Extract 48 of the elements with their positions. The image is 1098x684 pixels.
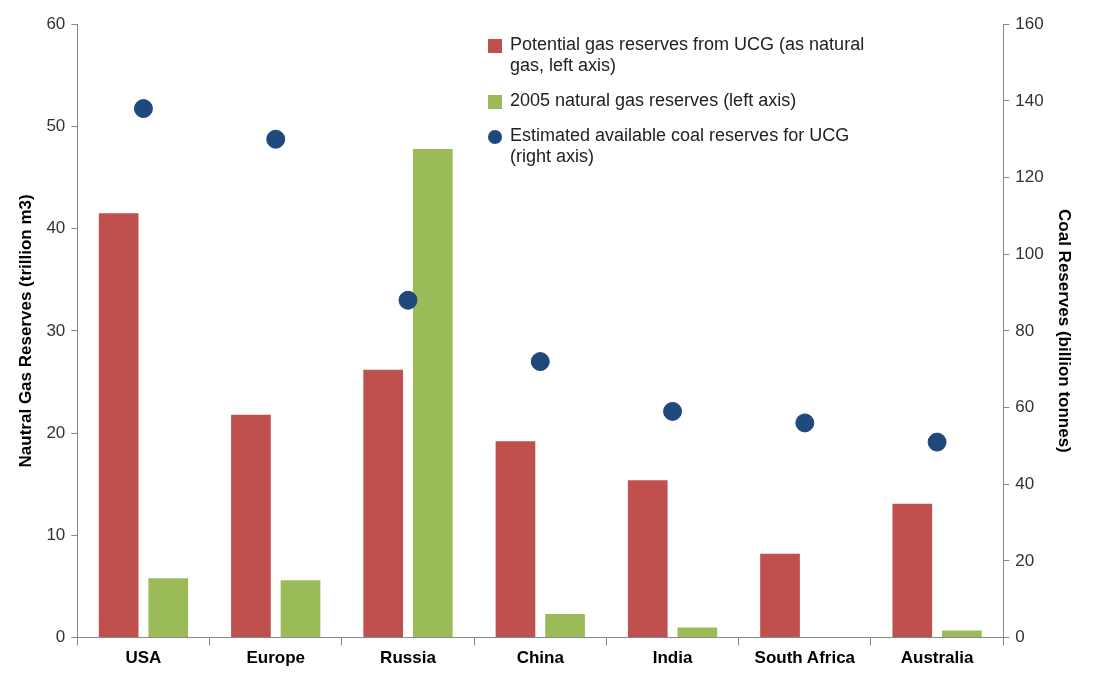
y-tick-label: 40 [46, 218, 66, 238]
y2-tick-label: 140 [1015, 90, 1044, 110]
point [795, 413, 815, 433]
x-tick-label: Europe [246, 648, 305, 668]
y2-tick-label: 60 [1015, 397, 1035, 417]
point [927, 432, 947, 452]
y-tick-label: 0 [55, 627, 66, 647]
legend-label: Estimated available coal reserves for UCG (right axis) [510, 125, 851, 167]
y2-tick-label: 160 [1015, 13, 1044, 33]
bar [148, 578, 189, 638]
point [530, 352, 550, 372]
legend-label: Potential gas reserves from UCG (as natural gas, left axis) [510, 34, 866, 76]
y-tick-label: 20 [46, 422, 66, 442]
y2-axis-title: Coal Reserves (billion tonnes) [1055, 209, 1075, 453]
bar [892, 503, 933, 638]
x-tick-label: India [652, 648, 693, 668]
y-tick-label: 30 [46, 320, 66, 340]
bar [545, 614, 585, 638]
y2-tick-label: 120 [1015, 167, 1044, 187]
bar [942, 630, 982, 638]
point [398, 290, 418, 310]
bar [677, 627, 718, 638]
y-tick-label: 60 [46, 13, 66, 33]
bar [412, 148, 453, 638]
point [663, 401, 683, 421]
x-tick-label: South Africa [754, 648, 856, 668]
bar [280, 580, 321, 638]
bar [760, 553, 800, 638]
bar [495, 441, 536, 638]
legend-label: 2005 natural gas reserves (left axis) [510, 90, 797, 111]
y2-tick-label: 0 [1015, 627, 1025, 647]
y2-tick-label: 100 [1015, 243, 1044, 263]
bar [363, 369, 404, 638]
y2-tick-label: 80 [1015, 320, 1035, 340]
y2-tick-label: 40 [1015, 473, 1035, 493]
x-tick-label: USA [125, 648, 162, 668]
y-tick-label: 10 [46, 525, 66, 545]
y-axis-title: Nautral Gas Reserves (trillion m3) [15, 194, 35, 468]
bar [627, 480, 668, 638]
x-tick-label: China [516, 648, 565, 668]
x-tick-label: Australia [900, 648, 975, 668]
y-tick-label: 50 [46, 116, 66, 136]
bar [98, 213, 139, 638]
x-tick-label: Russia [380, 648, 437, 668]
bar [231, 414, 271, 638]
y2-tick-label: 20 [1015, 550, 1035, 570]
point [266, 129, 286, 149]
point [133, 99, 153, 119]
